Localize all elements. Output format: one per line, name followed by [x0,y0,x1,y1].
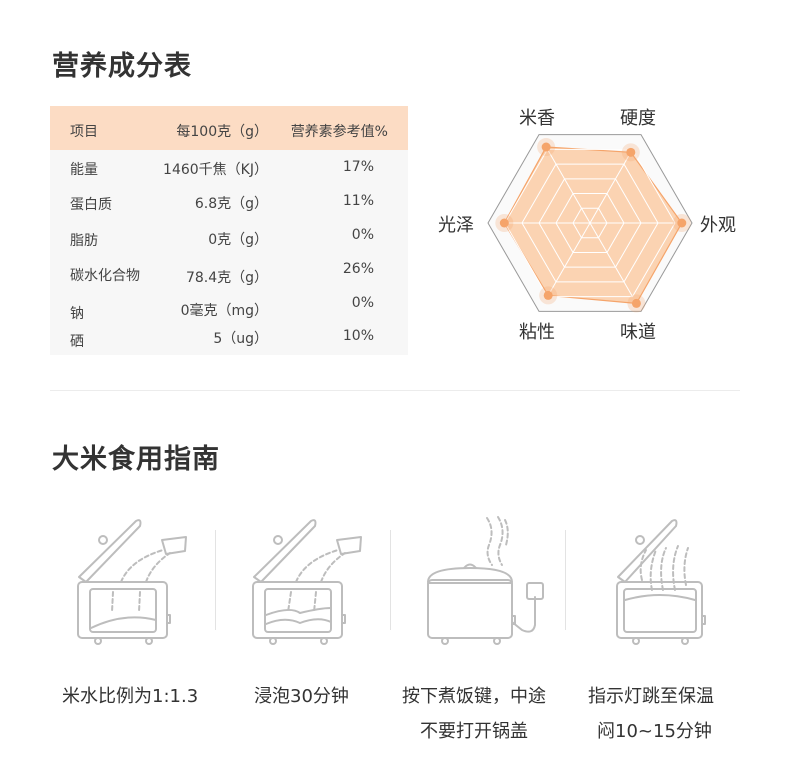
row-nrv: 0% [351,227,374,243]
row-name: 能量 [70,162,98,178]
step-3-caption-line2: 不要打开锅盖 [420,721,528,742]
nutrition-table: 项目 每100克（g） 营养素参考值% 能量 1460千焦（KJ） 17% 蛋白… [50,106,408,355]
radar-axis-line [589,149,633,224]
radar-label-taste: 味道 [620,322,656,343]
step-divider [215,530,216,630]
step-divider [390,530,391,630]
row-amount: 1460千焦（KJ） [163,162,268,178]
row-name: 蛋白质 [70,197,112,213]
radar-label-appearance: 外观 [700,215,736,236]
row-amount: 0毫克（mg） [180,303,268,319]
step-divider [565,530,566,630]
nutrition-title: 营养成分表 [52,51,192,82]
radar-point-味道 [631,298,641,308]
radar-label-hardness: 硬度 [620,108,656,129]
row-amount: 0克（g） [208,232,268,248]
row-name: 硒 [70,334,84,350]
header-nrv: 营养素参考值% [290,124,388,140]
rice-cooker-steam-icon [616,519,706,645]
row-nrv: 0% [351,295,374,311]
radar-axis-line [547,149,591,224]
rice-cooker-add-rice-icon [77,519,187,645]
row-amount: 6.8克（g） [194,196,268,212]
radar-label-gloss: 光泽 [438,215,474,236]
rice-cooker-cooking-icon [427,516,544,645]
guide-title: 大米食用指南 [52,444,220,475]
step-1-caption: 米水比例为1:1.3 [62,686,199,707]
row-amount: 5（ug） [213,331,268,347]
radar-point-米香 [541,142,551,152]
row-amount: 78.4克（g） [185,270,268,286]
step-3-caption: 按下煮饭键，中途 [402,686,546,707]
radar-point-粘性 [543,290,553,300]
radar-point-外观 [677,218,687,228]
row-name: 钠 [70,306,84,322]
header-per-100g: 每100克（g） [176,124,268,140]
table-header: 项目 每100克（g） 营养素参考值% [50,106,408,150]
row-nrv: 26% [342,261,374,277]
row-nrv: 11% [342,193,374,209]
step-2-caption: 浸泡30分钟 [254,686,349,707]
row-nrv: 10% [342,328,374,344]
section-divider [50,390,740,391]
radar-axis-line [547,222,591,297]
rice-cooker-soak-icon [252,519,362,645]
step-4-caption-line2: 闷10~15分钟 [597,721,712,742]
radar-point-光泽 [499,218,509,228]
row-nrv: 17% [342,159,374,175]
header-item: 项目 [70,124,98,140]
radar-label-stickiness: 粘性 [519,322,555,343]
row-name: 脂肪 [70,233,98,249]
row-name: 碳水化合物 [70,268,140,284]
radar-axis-line [589,222,633,297]
radar-chart [487,134,693,313]
radar-label-rice-aroma: 米香 [519,108,555,129]
radar-point-硬度 [626,147,636,157]
step-4-caption: 指示灯跳至保温 [588,686,714,707]
